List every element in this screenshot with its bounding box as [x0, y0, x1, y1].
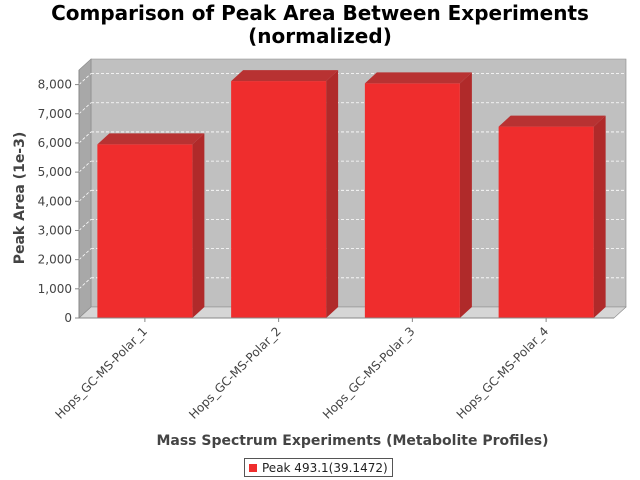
gridline-depth [78, 131, 92, 144]
chart-title-line-2: (normalized) [248, 24, 392, 48]
gridline-depth [78, 277, 92, 290]
legend-swatch [249, 463, 257, 472]
bar-top [97, 133, 205, 145]
legend-label: Peak 493.1(39.1472) [262, 460, 388, 475]
bar-side [326, 70, 339, 318]
y-tick-label: 3,000 [38, 223, 72, 237]
y-tick-label: 7,000 [38, 107, 72, 121]
gridline-depth [78, 219, 92, 231]
gridline-depth [78, 102, 92, 115]
y-axis-title: Peak Area (1e-3) [12, 132, 28, 265]
gridline-depth [78, 160, 92, 173]
plot-left-wall [78, 58, 92, 319]
chart-title-line-1: Comparison of Peak Area Between Experime… [51, 1, 589, 25]
bar [97, 144, 193, 318]
x-tick-label: Hops_GC-MS-Polar_2 [186, 324, 284, 422]
y-tick-label: 1,000 [38, 282, 72, 296]
y-tick-label: 4,000 [38, 194, 72, 208]
gridline-depth [78, 248, 92, 260]
y-tick-label: 2,000 [38, 253, 72, 267]
bar-top [498, 115, 606, 127]
bar-side [192, 133, 205, 318]
y-tick-label: 0 [64, 311, 72, 325]
x-axis-title: Mass Spectrum Experiments (Metabolite Pr… [156, 433, 548, 449]
chart-title: Comparison of Peak Area Between Experime… [0, 2, 640, 48]
legend: Peak 493.1(39.1472) [244, 458, 393, 477]
y-tick-label: 5,000 [38, 165, 72, 179]
y-tick-label: 6,000 [38, 136, 72, 150]
gridline-depth [78, 189, 92, 202]
bar-side [593, 115, 606, 318]
y-tick-label: 8,000 [38, 78, 72, 92]
bar-side [459, 72, 472, 318]
x-tick-label: Hops_GC-MS-Polar_4 [454, 324, 552, 422]
bar [364, 83, 460, 318]
bar-top [231, 70, 339, 82]
bar [498, 126, 594, 318]
gridline-depth [78, 73, 92, 85]
bar [231, 81, 327, 318]
bar-top [364, 72, 472, 84]
x-tick-label: Hops_GC-MS-Polar_1 [52, 324, 150, 422]
x-tick-label: Hops_GC-MS-Polar_3 [320, 324, 418, 422]
